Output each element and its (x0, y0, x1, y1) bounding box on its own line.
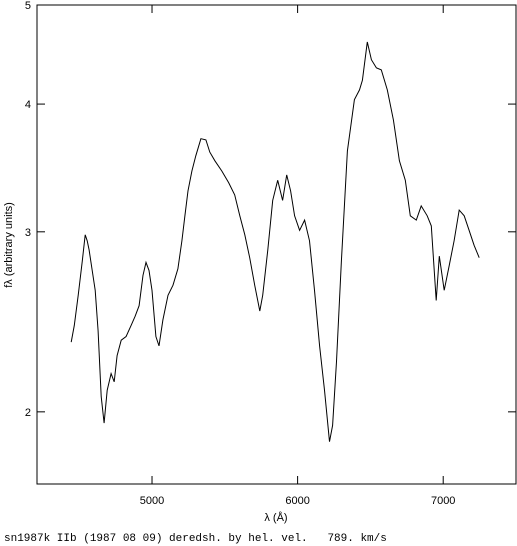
y-tick-label: 4 (25, 99, 31, 111)
plot-frame (36, 4, 517, 485)
y-tick-label: 2 (25, 407, 31, 419)
x-tick-label: 7000 (431, 495, 455, 507)
y-axis-label: fλ (arbitrary units) (3, 202, 15, 288)
y-tick-label: 5 (25, 0, 31, 12)
spectrum-line (70, 41, 480, 442)
x-tick-label: 6000 (285, 495, 309, 507)
caption: sn1987k IIb (1987 08 09) deredsh. by hel… (4, 533, 387, 545)
x-tick-label: 5000 (140, 495, 164, 507)
y-tick-label: 3 (25, 227, 31, 239)
x-axis-label: λ (Å) (264, 511, 287, 524)
